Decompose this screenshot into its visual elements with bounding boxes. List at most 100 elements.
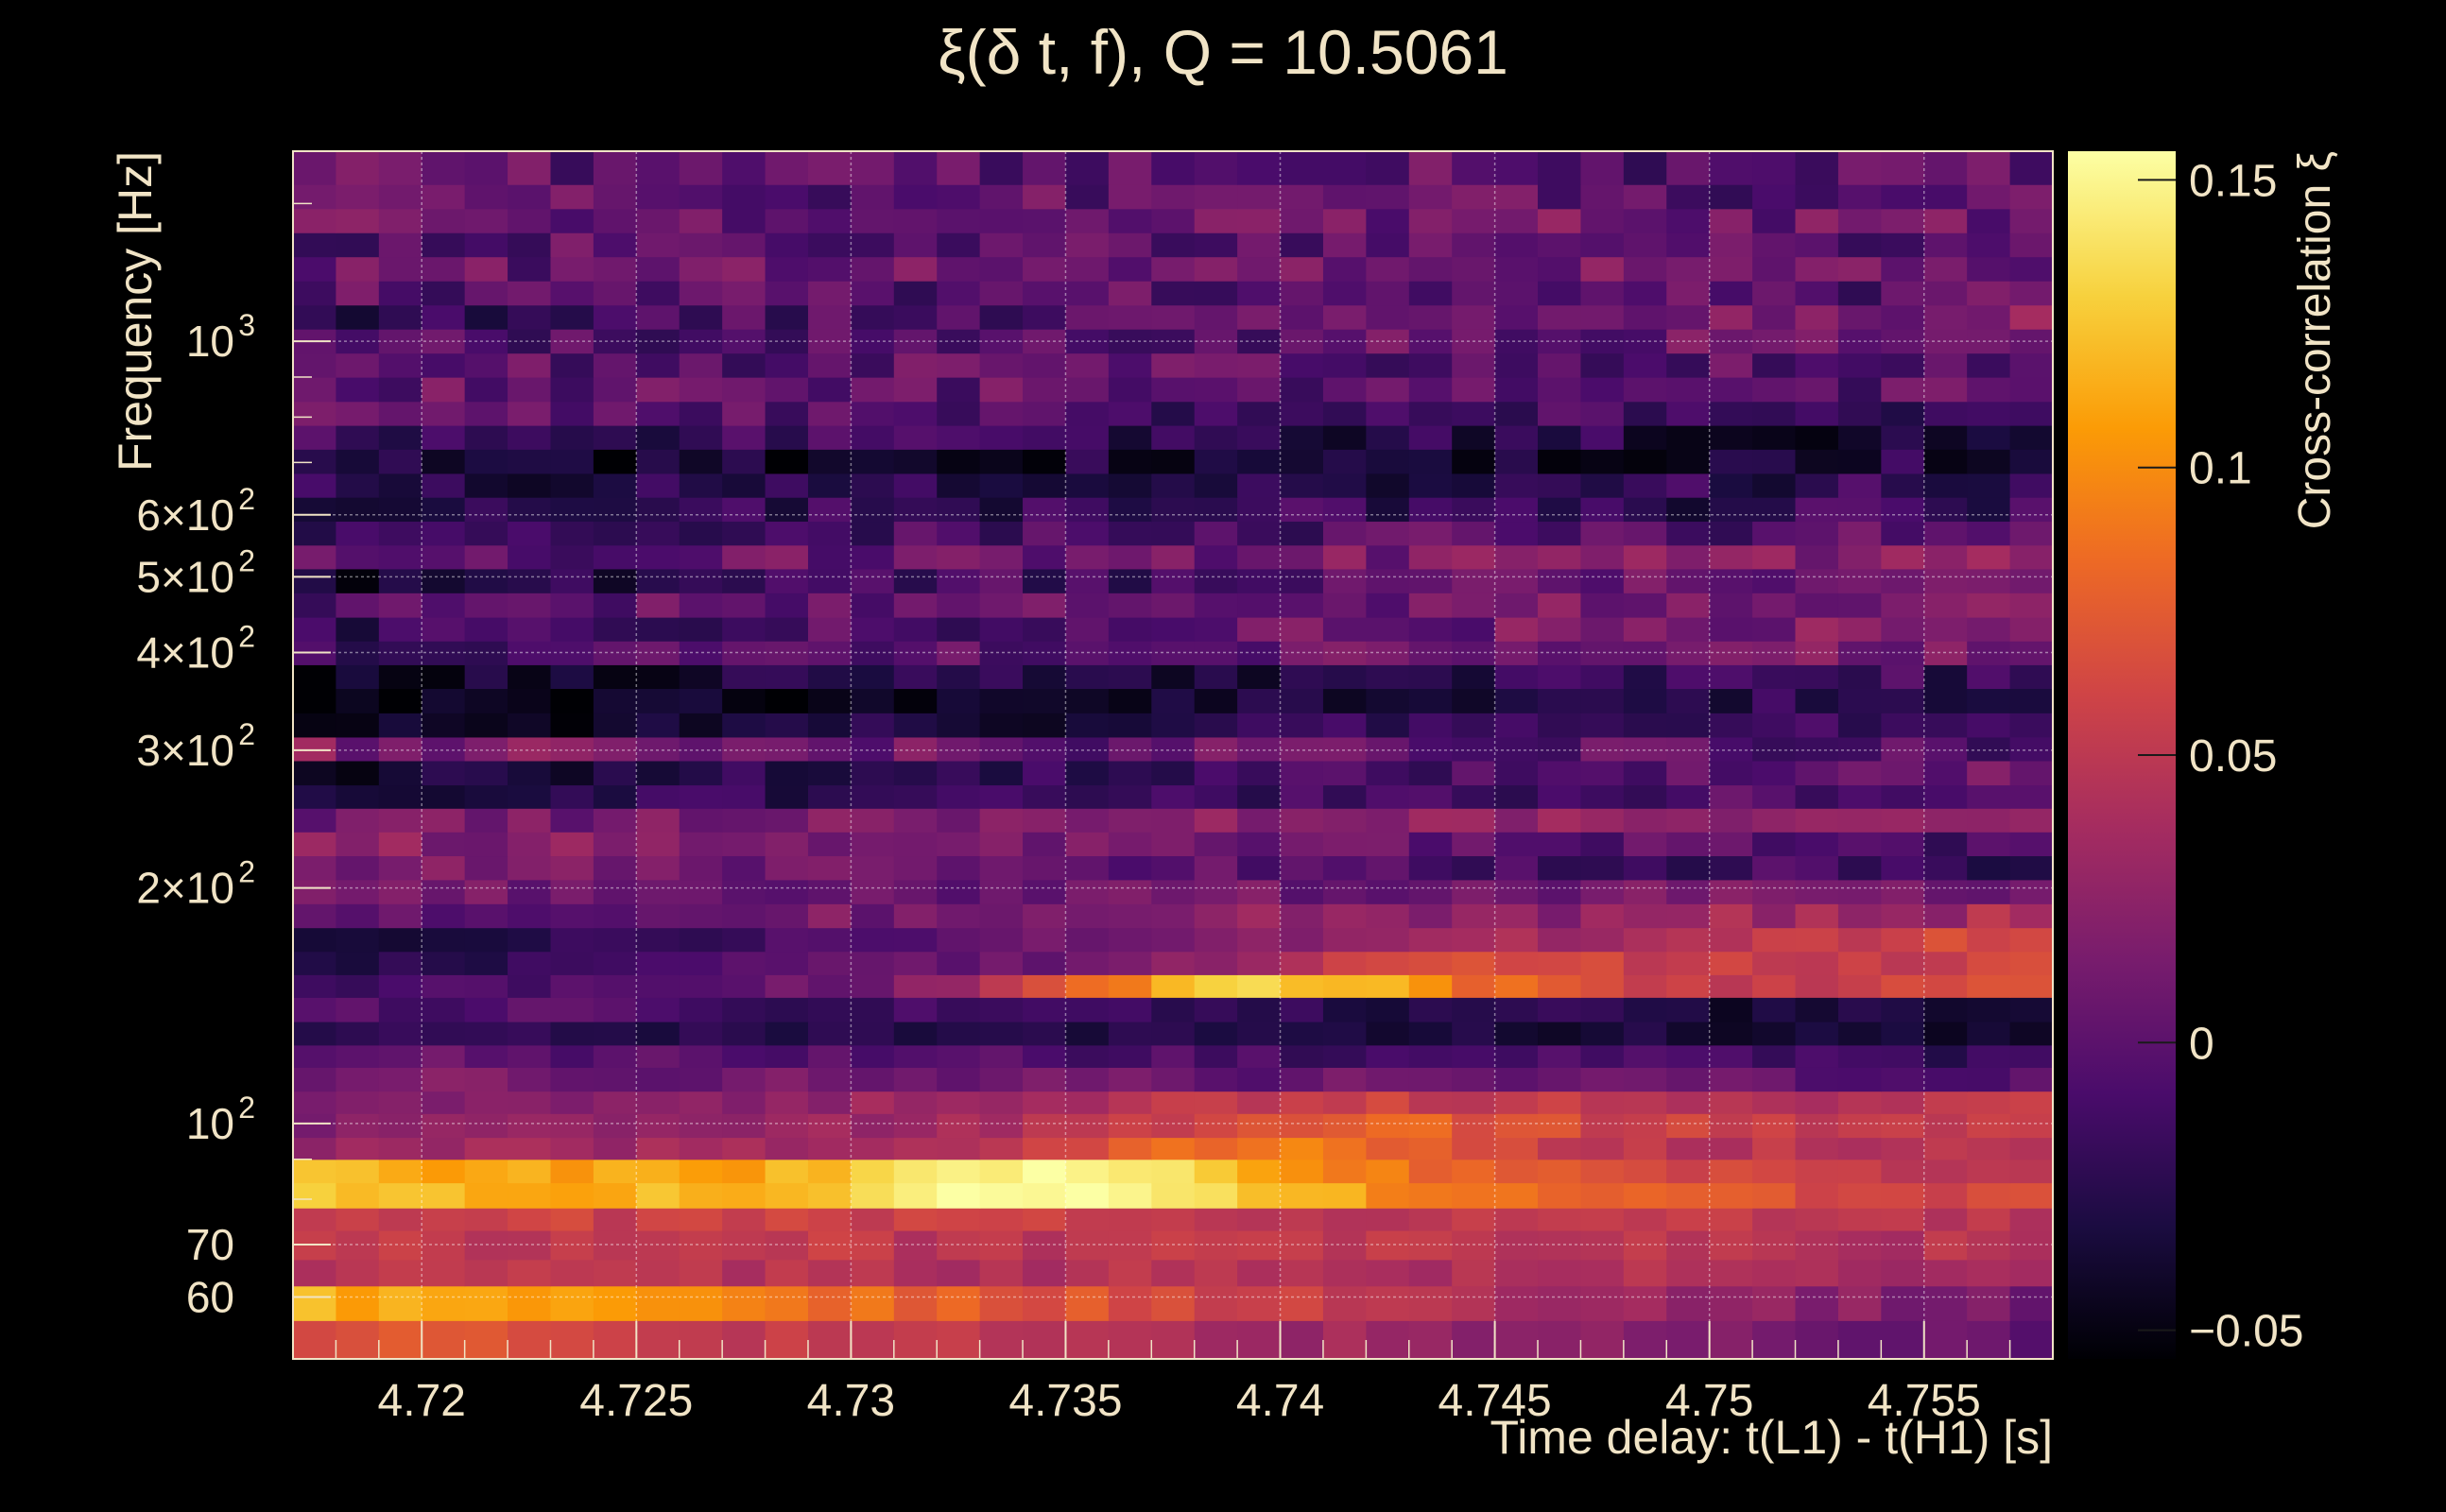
heatmap-cell [1494,256,1539,282]
heatmap-cell [550,1159,594,1184]
heatmap-cell [1538,641,1582,665]
heatmap-cell [1709,281,1753,306]
heatmap-cell [1108,377,1152,403]
heatmap-cell [422,951,466,975]
heatmap-cell [1194,304,1238,330]
heatmap-cell [937,151,981,185]
heatmap-cell [765,879,809,904]
heatmap-cell [1023,664,1067,689]
heatmap-cell [464,521,508,546]
heatmap-cell [1194,568,1238,593]
heatmap-cell [1151,281,1196,306]
heatmap-cell [1237,688,1282,713]
heatmap-cell [1194,425,1238,450]
heatmap-cell [893,1021,938,1046]
heatmap-cell [293,593,337,618]
heatmap-cell [1322,1159,1367,1184]
heatmap-cell [1151,472,1196,498]
heatmap-cell [1709,1067,1753,1092]
heatmap-cell [722,256,767,282]
heatmap-cell [1752,832,1797,857]
heatmap-cell [550,256,594,282]
heatmap-cell [893,997,938,1022]
heatmap-cell [1366,1044,1410,1068]
heatmap-cell [1108,568,1152,593]
heatmap-cell [378,903,422,929]
heatmap-cell [1837,568,1882,593]
heatmap-cell [1280,1091,1324,1114]
heatmap-cell [1666,1113,1711,1139]
heatmap-cell [1322,1021,1367,1046]
heatmap-cell [1752,688,1797,713]
heatmap-cell [378,1159,422,1184]
heatmap-cell [464,997,508,1022]
heatmap-cell [807,401,852,426]
heatmap-cell [550,329,594,354]
heatmap-cell [1666,855,1711,881]
heatmap-cell [807,497,852,523]
heatmap-cell [550,1229,594,1261]
heatmap-cell [550,1137,594,1160]
heatmap-cell [1452,1182,1496,1209]
heatmap-cell [636,736,680,762]
heatmap-cell [2009,593,2054,618]
heatmap-cell [336,997,380,1022]
heatmap-cell [1623,184,1667,210]
heatmap-cell [1666,544,1711,570]
heatmap-cell [1408,1182,1453,1209]
heatmap-cell [893,951,938,975]
heatmap-cell [722,903,767,929]
heatmap-cell [1237,1091,1282,1114]
heatmap-cell [593,352,637,378]
heatmap-cell [765,151,809,185]
heatmap-cell [1666,974,1711,998]
heatmap-cell [1837,997,1882,1022]
heatmap-cell [1452,617,1496,642]
heatmap-cell [593,760,637,786]
heatmap-cell [1795,472,1839,498]
heatmap-cell [378,1113,422,1139]
heatmap-cell [1452,1044,1496,1068]
heatmap-cell [550,927,594,953]
heatmap-cell [293,1320,337,1360]
heatmap-cell [1194,472,1238,498]
heatmap-cell [1837,151,1882,185]
heatmap-cell [1623,997,1667,1022]
heatmap-cell [1837,855,1882,881]
heatmap-cell [1837,304,1882,330]
heatmap-cell [1881,208,1925,233]
heatmap-cell [1237,855,1282,881]
heatmap-cell [1280,449,1324,474]
heatmap-cell [1408,808,1453,833]
heatmap-cell [422,688,466,713]
heatmap-cell [508,927,552,953]
heatmap-cell [893,617,938,642]
heatmap-cell [1795,664,1839,689]
heatmap-cell [1538,544,1582,570]
heatmap-cell [679,425,723,450]
heatmap-cell [851,497,895,523]
heatmap-cell [336,425,380,450]
y-tick-exponent: 2 [238,855,255,889]
heatmap-cell [1366,1259,1410,1287]
heatmap-cell [1795,927,1839,953]
heatmap-cell [1237,377,1282,403]
heatmap-cell [1452,927,1496,953]
heatmap-cell [1408,1208,1453,1231]
heatmap-cell [464,855,508,881]
heatmap-cell [722,688,767,713]
heatmap-cell [2009,352,2054,378]
heatmap-cell [807,760,852,786]
heatmap-cell [679,927,723,953]
heatmap-cell [422,784,466,809]
heatmap-cell [1452,208,1496,233]
heatmap-cell [937,1259,981,1287]
heatmap-cell [979,352,1024,378]
heatmap-cell [1065,974,1110,998]
y-tick-label: 5×10 [136,552,234,601]
heatmap-cell [336,760,380,786]
heatmap-cell [1666,832,1711,857]
heatmap-cell [1280,1229,1324,1261]
heatmap-cell [722,879,767,904]
heatmap-cell [508,472,552,498]
